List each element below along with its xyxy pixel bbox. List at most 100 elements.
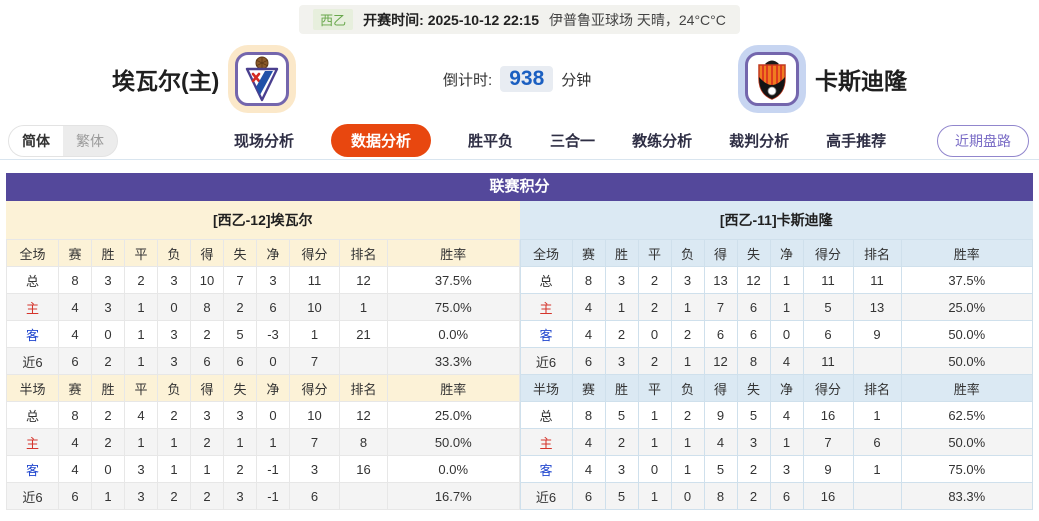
- stat-cell: 4: [124, 401, 158, 429]
- teams-row: 埃瓦尔(主) 倒计时: 938 分钟 卡斯迪隆: [0, 40, 1039, 118]
- stat-cell: 5: [604, 482, 639, 510]
- stat-cell: 0: [769, 320, 804, 348]
- stat-cell: 2: [91, 347, 125, 375]
- stat-cell: 3: [157, 266, 191, 294]
- stat-cell: 3: [124, 482, 158, 510]
- stat-cell: 1: [124, 320, 158, 348]
- tab-data[interactable]: 数据分析: [331, 124, 432, 157]
- home-team-logo: [235, 52, 290, 106]
- stat-cell: 3: [604, 266, 639, 294]
- column-header: 负: [670, 239, 705, 267]
- stat-cell: 7: [289, 347, 340, 375]
- stat-cell: 4: [571, 320, 606, 348]
- column-header: 赛: [58, 239, 92, 267]
- countdown-unit: 分钟: [561, 71, 592, 89]
- tab-referee[interactable]: 裁判分析: [729, 133, 790, 150]
- column-header: 胜率: [900, 239, 1033, 267]
- stat-cell: 2: [604, 320, 639, 348]
- venue-weather: 伊普鲁亚球场 天晴，24°C°C: [549, 11, 726, 28]
- table-row: 总 8 5 1 2 9 5 4 16 1 62.5%: [519, 401, 1033, 429]
- stat-cell: 3: [604, 455, 639, 483]
- countdown: 倒计时: 938 分钟: [289, 66, 745, 92]
- stat-cell: 2: [736, 482, 771, 510]
- kickoff-time: 开赛时间: 2025-10-12 22:15: [363, 10, 539, 30]
- stat-cell: 1: [157, 455, 191, 483]
- column-header: 失: [223, 239, 257, 267]
- kickoff-label: 开赛时间:: [363, 11, 424, 28]
- stat-cell: 11: [802, 347, 854, 375]
- column-header: 赛: [58, 374, 92, 402]
- table-row: 主 4 2 1 1 2 1 1 7 8 50.0%: [6, 428, 520, 456]
- stat-cell: 10: [289, 293, 340, 321]
- column-header: 得分: [802, 239, 854, 267]
- stat-cell: 2: [604, 428, 639, 456]
- stat-cell: 50.0%: [900, 347, 1033, 375]
- column-header: 净: [256, 374, 290, 402]
- stat-cell: 1: [289, 320, 340, 348]
- tab-expert[interactable]: 高手推荐: [826, 133, 887, 150]
- stat-cell: 6: [852, 428, 902, 456]
- row-label: 客: [519, 320, 573, 348]
- stat-cell: 6: [571, 347, 606, 375]
- table-row: 客 4 0 3 1 1 2 -1 3 16 0.0%: [6, 455, 520, 483]
- stat-cell: 16: [339, 455, 388, 483]
- stat-cell: 6: [736, 293, 771, 321]
- column-header: 得: [190, 239, 224, 267]
- column-header: 赛: [571, 374, 606, 402]
- table-row: 近6 6 2 1 3 6 6 0 7 33.3%: [6, 347, 520, 375]
- stat-cell: 12: [339, 266, 388, 294]
- recent-trend-button[interactable]: 近期盘路: [937, 124, 1029, 157]
- stat-cell: 50.0%: [387, 428, 520, 456]
- column-header: 得分: [289, 239, 340, 267]
- column-header: 净: [256, 239, 290, 267]
- row-label: 总: [6, 401, 59, 429]
- column-header: 胜: [91, 239, 125, 267]
- stat-cell: 13: [852, 293, 902, 321]
- stat-cell: 4: [769, 401, 804, 429]
- stat-cell: 50.0%: [900, 320, 1033, 348]
- tab-odds[interactable]: 胜平负: [468, 133, 514, 150]
- stat-cell: 2: [736, 455, 771, 483]
- column-header: 胜: [91, 374, 125, 402]
- column-header: 得: [703, 239, 738, 267]
- column-header: 净: [769, 374, 804, 402]
- stat-cell: 0: [157, 293, 191, 321]
- stat-cell: 2: [157, 401, 191, 429]
- column-header: 半场: [6, 374, 59, 402]
- column-header: 得分: [289, 374, 340, 402]
- row-label: 近6: [519, 347, 573, 375]
- stat-cell: -3: [256, 320, 290, 348]
- lang-simplified[interactable]: 简体: [9, 125, 63, 156]
- stat-cell: 12: [339, 401, 388, 429]
- lang-toggle[interactable]: 简体 繁体: [8, 124, 118, 157]
- stat-cell: 3: [190, 401, 224, 429]
- stat-cell: 5: [736, 401, 771, 429]
- stat-cell: 0.0%: [387, 455, 520, 483]
- row-label: 客: [519, 455, 573, 483]
- stat-cell: 1: [769, 293, 804, 321]
- tab-live[interactable]: 现场分析: [234, 133, 295, 150]
- stat-cell: 1: [769, 428, 804, 456]
- countdown-value: 938: [500, 66, 554, 92]
- lang-traditional[interactable]: 繁体: [76, 132, 104, 149]
- stat-cell: 1: [637, 401, 672, 429]
- stat-cell: 0: [256, 347, 290, 375]
- stat-cell: 8: [571, 401, 606, 429]
- home-team-name: 埃瓦尔(主): [112, 68, 220, 94]
- stat-cell: 4: [58, 428, 92, 456]
- stat-cell: 37.5%: [387, 266, 520, 294]
- stat-cell: 3: [91, 266, 125, 294]
- column-header: 平: [637, 239, 672, 267]
- right-stats-table: 全场赛胜平负得失净得分 排名 胜率总 8 3 2 3 13 12 1 11 11 37.5% 主 4 1 2 1 7…: [519, 239, 1034, 510]
- stat-cell: 8: [58, 266, 92, 294]
- stat-cell: 2: [91, 401, 125, 429]
- match-info-bar: 西乙 开赛时间: 2025-10-12 22:15 伊普鲁亚球场 天晴，24°C…: [299, 5, 740, 34]
- stat-cell: 6: [58, 482, 92, 510]
- stat-cell: 50.0%: [900, 428, 1033, 456]
- stat-cell: 6: [58, 347, 92, 375]
- stat-cell: 2: [223, 293, 257, 321]
- stat-cell: 3: [769, 455, 804, 483]
- stat-cell: 5: [604, 401, 639, 429]
- tab-combo[interactable]: 三合一: [550, 133, 596, 150]
- tab-coach[interactable]: 教练分析: [632, 133, 693, 150]
